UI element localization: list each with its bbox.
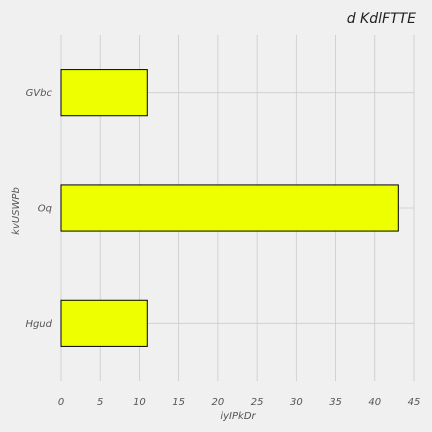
bars	[61, 70, 398, 347]
x-axis-label: iyIPkDr	[220, 411, 256, 422]
y-tick-label: Hgud	[25, 319, 52, 330]
bar-hgud	[61, 300, 147, 346]
x-tick-label: 5	[97, 397, 103, 408]
x-tick-label: 20	[212, 397, 225, 408]
y-tick-label: Oq	[38, 204, 52, 215]
x-tick-label: 10	[133, 397, 146, 408]
x-tick-label: 40	[368, 397, 381, 408]
x-tick-label: 0	[58, 397, 64, 408]
y-axis-label: kvUSWPb	[11, 187, 22, 235]
x-tick-label: 15	[172, 397, 185, 408]
bar-gvbc	[61, 70, 147, 116]
x-tick-label: 35	[329, 397, 342, 408]
y-tick-label: GVbc	[26, 88, 53, 99]
x-tick-label: 45	[408, 397, 421, 408]
x-tick-labels: 0 5 10 15 20 25 30 35 40 45	[58, 397, 421, 408]
bar-oq	[61, 185, 398, 231]
chart-title: d KdlFTTE	[347, 11, 416, 27]
y-tick-labels: GVbc Oq Hgud	[25, 88, 52, 330]
x-tick-label: 30	[290, 397, 303, 408]
x-tick-label: 25	[251, 397, 264, 408]
